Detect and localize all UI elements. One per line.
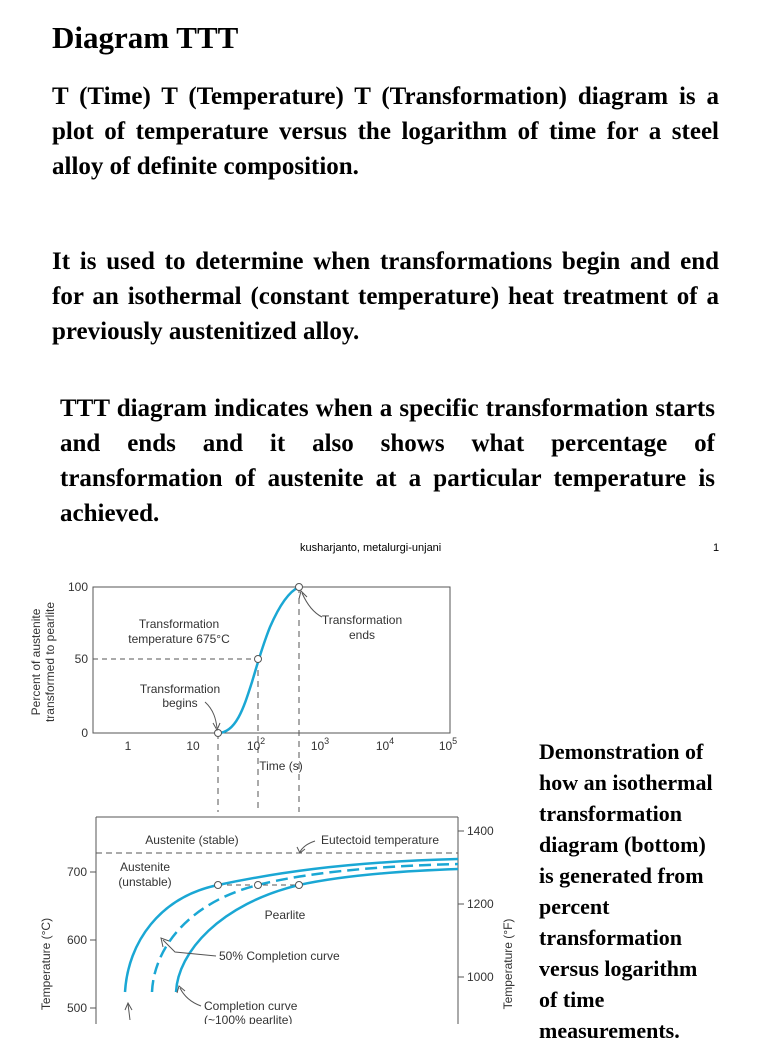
right-tick: 1000 <box>467 970 494 984</box>
x-tick-exponent: 2 <box>260 736 265 746</box>
caption-line: of time <box>539 987 605 1012</box>
paragraph-usage: It is used to determine when transformat… <box>52 248 719 345</box>
annotation-begins-line1: Transformation <box>140 682 220 696</box>
end-point <box>295 583 303 591</box>
paragraph-definition: T (Time) T (Temperature) T (Transformati… <box>52 83 719 180</box>
x-tick-exponent: 4 <box>389 736 394 746</box>
caption-line: is generated from <box>539 863 704 888</box>
x-axis-label: Time (s) <box>259 759 303 773</box>
x-tick: 10 <box>376 739 390 753</box>
label-completion-2: (~100% pearlite) <box>204 1013 292 1024</box>
caption-line: Demonstration of <box>539 739 704 764</box>
x-tick: 10 <box>247 739 261 753</box>
right-tick: 1400 <box>467 824 494 838</box>
label-completion-1: Completion curve <box>204 999 298 1013</box>
left-tick: 700 <box>67 865 87 879</box>
label-eutectoid: Eutectoid temperature <box>321 833 439 847</box>
label-pearlite: Pearlite <box>265 908 306 922</box>
annotation-ends-line1: Transformation <box>322 613 402 627</box>
annotation-temp-line1: Transformation <box>139 617 219 631</box>
y-axis-label-right: Temperature (°F) <box>501 919 515 1010</box>
x-tick: 1 <box>125 739 132 753</box>
right-tick: 1200 <box>467 897 494 911</box>
fifty-percent-curve <box>150 862 459 993</box>
x-tick: 10 <box>439 739 453 753</box>
bottom-plot: 700 600 500 1400 1200 1000 Temperature (… <box>39 816 515 1024</box>
svg-text:105: 105 <box>439 736 457 753</box>
y-tick: 100 <box>68 580 88 594</box>
y-tick: 0 <box>81 726 88 740</box>
y-axis-label-line2: transformed to pearlite <box>43 602 57 722</box>
left-tick: 500 <box>67 1001 87 1015</box>
page-title: Diagram TTT <box>52 20 239 55</box>
x-tick: 10 <box>311 739 325 753</box>
figure-caption: Demonstration of how an isothermal trans… <box>539 736 765 1046</box>
label-austenite-unstable-2: (unstable) <box>118 875 171 889</box>
caption-line: diagram (bottom) <box>539 832 706 857</box>
top-plot: 100 50 0 1 10 102 103 104 105 Time (s) P… <box>29 580 457 812</box>
x-tick-exponent: 5 <box>452 736 457 746</box>
svg-text:104: 104 <box>376 736 394 753</box>
y-axis-label-line1: Percent of austenite <box>29 608 43 715</box>
caption-line: how an isothermal <box>539 770 713 795</box>
label-austenite-stable: Austenite (stable) <box>145 833 238 847</box>
caption-line: percent <box>539 894 610 919</box>
begin-point <box>214 729 222 737</box>
paragraph-indication: TTT diagram indicates when a specific tr… <box>60 395 715 527</box>
caption-line: transformation <box>539 801 682 826</box>
annotation-temp-line2: temperature 675°C <box>128 632 230 646</box>
label-50-curve: 50% Completion curve <box>219 949 340 963</box>
y-axis-label-left: Temperature (°C) <box>39 918 53 1010</box>
svg-text:103: 103 <box>311 736 329 753</box>
midpoint <box>254 655 262 663</box>
left-tick: 600 <box>67 933 87 947</box>
x-tick-exponent: 3 <box>324 736 329 746</box>
y-tick: 50 <box>75 652 89 666</box>
footer-page-number: 1 <box>713 542 720 554</box>
x-tick: 10 <box>186 739 200 753</box>
annotation-begins-line2: begins <box>162 696 197 710</box>
caption-line: versus logarithm <box>539 956 698 981</box>
caption-line: measurements. <box>539 1018 680 1043</box>
caption-line: transformation <box>539 925 682 950</box>
svg-text:102: 102 <box>247 736 265 753</box>
ttt-figure: 100 50 0 1 10 102 103 104 105 Time (s) P… <box>29 580 515 1024</box>
label-austenite-unstable-1: Austenite <box>120 860 170 874</box>
annotation-ends-line2: ends <box>349 628 375 642</box>
footer-author: kusharjanto, metalurgi-unjani <box>300 542 442 554</box>
start-curve <box>123 857 459 993</box>
